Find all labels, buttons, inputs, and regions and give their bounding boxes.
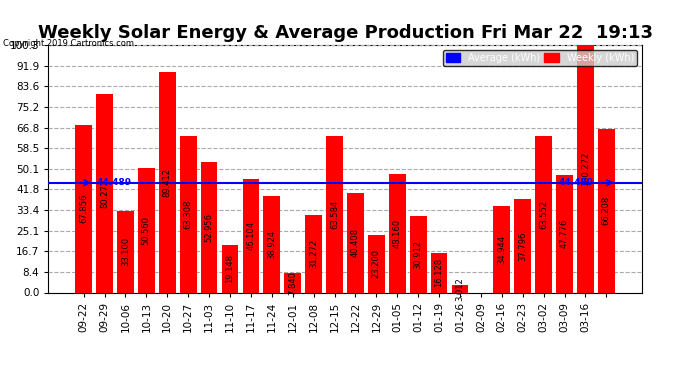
Bar [368,235,385,292]
Text: 67.856: 67.856 [79,194,88,224]
Bar [556,175,573,292]
Bar [180,136,197,292]
Text: 38.924: 38.924 [267,230,276,259]
Text: 89.412: 89.412 [163,168,172,196]
Bar [221,245,238,292]
Text: 48.160: 48.160 [393,219,402,248]
Text: 46.104: 46.104 [246,221,255,250]
Text: 44.489: 44.489 [559,178,594,187]
Text: 100.272: 100.272 [581,152,590,186]
Bar [117,211,134,292]
Bar [389,174,406,292]
Text: 37.796: 37.796 [518,231,527,261]
Bar [410,216,426,292]
Title: Weekly Solar Energy & Average Production Fri Mar 22  19:13: Weekly Solar Energy & Average Production… [37,24,653,42]
Text: 47.776: 47.776 [560,219,569,248]
Bar [326,136,343,292]
Bar [96,94,113,292]
Text: 44.489: 44.489 [96,178,131,187]
Bar [347,193,364,292]
Bar [201,162,217,292]
Text: Copyright 2019 Cartronics.com: Copyright 2019 Cartronics.com [3,39,135,48]
Text: 7.840: 7.840 [288,271,297,295]
Text: 40.408: 40.408 [351,228,360,257]
Bar [452,285,469,292]
Text: 63.308: 63.308 [184,200,193,229]
Text: 66.208: 66.208 [602,196,611,225]
Bar [243,179,259,292]
Text: 31.272: 31.272 [309,239,318,268]
Bar [264,196,280,292]
Bar [535,136,552,292]
Bar [514,199,531,292]
Bar [577,45,594,292]
Bar [493,206,510,292]
Text: 63.584: 63.584 [330,200,339,229]
Text: 80.272: 80.272 [100,179,109,208]
Text: 63.552: 63.552 [539,200,548,229]
Bar [305,215,322,292]
Text: 50.560: 50.560 [142,216,151,244]
Bar [598,129,615,292]
Text: 34.944: 34.944 [497,235,506,264]
Bar [284,273,301,292]
Text: 30.912: 30.912 [414,240,423,269]
Bar [431,253,447,292]
Text: 3.012: 3.012 [455,277,464,301]
Legend: Average (kWh), Weekly (kWh): Average (kWh), Weekly (kWh) [443,50,637,66]
Bar [75,125,92,292]
Bar [159,72,176,292]
Text: 19.148: 19.148 [226,254,235,284]
Text: 16.128: 16.128 [435,258,444,287]
Text: 52.956: 52.956 [205,213,214,242]
Bar [138,168,155,292]
Text: 23.200: 23.200 [372,249,381,278]
Text: 33.100: 33.100 [121,237,130,266]
